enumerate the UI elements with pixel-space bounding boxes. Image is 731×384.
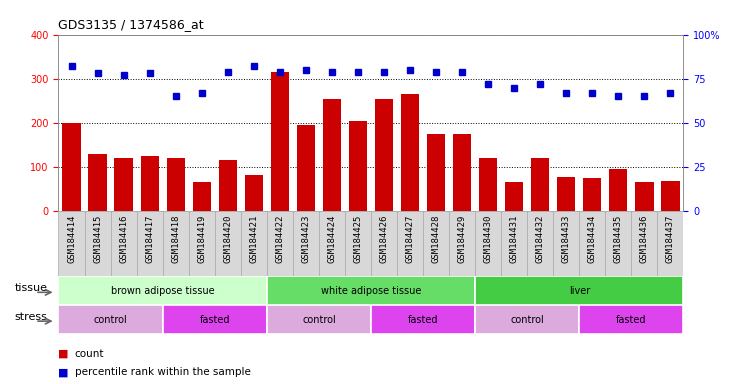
Bar (401, 94, 419, 211)
Bar (245, 175, 263, 211)
Text: control: control (302, 314, 336, 325)
Bar (501, 211, 527, 276)
Bar (270, 72, 289, 211)
Bar (635, 182, 654, 211)
Bar (475, 305, 579, 334)
Text: GSM184424: GSM184424 (327, 214, 336, 263)
Text: fasted: fasted (616, 314, 647, 325)
Bar (58, 211, 85, 276)
Bar (475, 211, 501, 276)
Bar (449, 211, 475, 276)
Text: liver: liver (569, 286, 590, 296)
Bar (240, 211, 267, 276)
Bar (579, 211, 605, 276)
Text: brown adipose tissue: brown adipose tissue (111, 286, 214, 296)
Bar (215, 211, 240, 276)
Text: GSM184421: GSM184421 (249, 214, 258, 263)
Bar (140, 156, 159, 211)
Bar (397, 211, 423, 276)
Bar (505, 182, 523, 211)
Text: ■: ■ (58, 349, 69, 359)
Bar (115, 158, 133, 211)
Text: GSM184425: GSM184425 (354, 214, 363, 263)
Bar (632, 211, 657, 276)
Text: GSM184419: GSM184419 (197, 214, 206, 263)
Bar (319, 211, 345, 276)
Bar (531, 158, 550, 211)
Text: count: count (75, 349, 104, 359)
Bar (137, 211, 162, 276)
Bar (583, 178, 602, 211)
Text: GSM184428: GSM184428 (431, 214, 441, 263)
Text: GSM184423: GSM184423 (301, 214, 311, 263)
Bar (167, 158, 185, 211)
Bar (349, 121, 367, 211)
Bar (371, 211, 397, 276)
Bar (297, 125, 315, 211)
Bar (219, 161, 237, 211)
Bar (475, 276, 683, 305)
Text: fasted: fasted (408, 314, 439, 325)
Text: GSM184422: GSM184422 (276, 214, 284, 263)
Text: GSM184417: GSM184417 (145, 214, 154, 263)
Text: stress: stress (15, 312, 48, 322)
Bar (427, 134, 445, 211)
Text: GSM184436: GSM184436 (640, 214, 649, 263)
Bar (527, 211, 553, 276)
Bar (162, 211, 189, 276)
Text: percentile rank within the sample: percentile rank within the sample (75, 367, 251, 377)
Text: GSM184430: GSM184430 (484, 214, 493, 263)
Bar (579, 305, 683, 334)
Text: control: control (94, 314, 127, 325)
Bar (88, 154, 107, 211)
Bar (453, 134, 471, 211)
Text: GSM184437: GSM184437 (666, 214, 675, 263)
Text: GSM184426: GSM184426 (379, 214, 388, 263)
Bar (479, 158, 497, 211)
Bar (85, 211, 110, 276)
Bar (371, 305, 475, 334)
Bar (110, 211, 137, 276)
Text: control: control (510, 314, 544, 325)
Bar (58, 305, 162, 334)
Text: GDS3135 / 1374586_at: GDS3135 / 1374586_at (58, 18, 204, 31)
Text: ■: ■ (58, 367, 69, 377)
Bar (657, 211, 683, 276)
Bar (267, 276, 475, 305)
Bar (375, 99, 393, 211)
Bar (345, 211, 371, 276)
Text: GSM184433: GSM184433 (562, 214, 571, 263)
Text: GSM184416: GSM184416 (119, 214, 128, 263)
Bar (192, 182, 211, 211)
Text: GSM184432: GSM184432 (536, 214, 545, 263)
Bar (293, 211, 319, 276)
Text: white adipose tissue: white adipose tissue (321, 286, 421, 296)
Text: GSM184414: GSM184414 (67, 214, 76, 263)
Text: GSM184435: GSM184435 (614, 214, 623, 263)
Text: fasted: fasted (200, 314, 230, 325)
Bar (58, 276, 267, 305)
Text: GSM184434: GSM184434 (588, 214, 596, 263)
Text: GSM184429: GSM184429 (458, 214, 466, 263)
Bar (423, 211, 449, 276)
Bar (189, 211, 215, 276)
Text: GSM184420: GSM184420 (223, 214, 232, 263)
Bar (605, 211, 632, 276)
Bar (557, 177, 575, 211)
Bar (323, 99, 341, 211)
Bar (267, 211, 293, 276)
Bar (267, 305, 371, 334)
Bar (662, 181, 680, 211)
Text: GSM184431: GSM184431 (510, 214, 519, 263)
Bar (162, 305, 267, 334)
Bar (62, 123, 80, 211)
Bar (553, 211, 579, 276)
Bar (609, 169, 627, 211)
Text: tissue: tissue (15, 283, 48, 293)
Text: GSM184418: GSM184418 (171, 214, 180, 263)
Text: GSM184415: GSM184415 (93, 214, 102, 263)
Text: GSM184427: GSM184427 (406, 214, 414, 263)
